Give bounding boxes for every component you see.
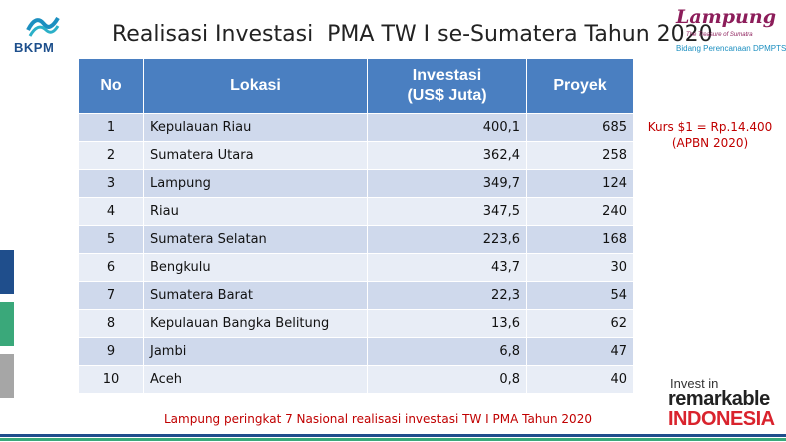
cell-proyek: 62 <box>526 309 634 338</box>
cell-lokasi: Lampung <box>143 169 368 198</box>
cell-proyek: 240 <box>526 197 634 226</box>
cell-investasi: 43,7 <box>367 253 527 282</box>
table-row: 4 Riau 347,5 240 <box>78 197 634 226</box>
exchange-rate-line2: (APBN 2020) <box>671 136 749 150</box>
side-bar-green <box>0 302 14 346</box>
cell-proyek: 40 <box>526 365 634 394</box>
lampung-logo-subtitle: Bidang Perencanaan DPMPTSP <box>676 44 786 53</box>
cell-lokasi: Bengkulu <box>143 253 368 282</box>
ranking-caption: Lampung peringkat 7 Nasional realisasi i… <box>164 412 592 426</box>
cell-lokasi: Sumatera Barat <box>143 281 368 310</box>
cell-no: 4 <box>78 197 144 226</box>
lampung-logo: Lampung The Treasure of Sumatra Bidang P… <box>670 4 786 58</box>
cell-no: 6 <box>78 253 144 282</box>
cell-investasi: 362,4 <box>367 141 527 170</box>
table-header-row: No Lokasi Investasi (US$ Juta) Proyek <box>78 58 634 114</box>
cell-lokasi: Kepulauan Riau <box>143 113 368 142</box>
lampung-logo-word: Lampung <box>676 6 776 28</box>
lampung-logo-tagline: The Treasure of Sumatra <box>686 32 753 38</box>
bottom-stripe-navy <box>0 434 786 437</box>
column-header-investasi-line1: Investasi <box>412 67 482 84</box>
bottom-stripe-green <box>0 438 786 441</box>
cell-proyek: 168 <box>526 225 634 254</box>
brand-line-2: remarkable <box>668 388 770 410</box>
cell-no: 2 <box>78 141 144 170</box>
table-row: 3 Lampung 349,7 124 <box>78 169 634 198</box>
table-row: 2 Sumatera Utara 362,4 258 <box>78 141 634 170</box>
cell-no: 10 <box>78 365 144 394</box>
bkpm-logo-text: BKPM <box>14 40 55 55</box>
cell-investasi: 349,7 <box>367 169 527 198</box>
exchange-rate-note: Kurs $1 = Rp.14.400 (APBN 2020) <box>640 119 780 151</box>
cell-proyek: 685 <box>526 113 634 142</box>
bkpm-wave-icon <box>26 16 60 37</box>
column-header-no: No <box>78 58 144 114</box>
column-header-lokasi: Lokasi <box>143 58 368 114</box>
table-row: 7 Sumatera Barat 22,3 54 <box>78 281 634 310</box>
cell-lokasi: Aceh <box>143 365 368 394</box>
exchange-rate-line1: Kurs $1 = Rp.14.400 <box>647 120 773 134</box>
cell-lokasi: Riau <box>143 197 368 226</box>
cell-proyek: 124 <box>526 169 634 198</box>
cell-investasi: 13,6 <box>367 309 527 338</box>
cell-lokasi: Sumatera Selatan <box>143 225 368 254</box>
table-row: 10 Aceh 0,8 40 <box>78 365 634 394</box>
cell-proyek: 47 <box>526 337 634 366</box>
cell-proyek: 30 <box>526 253 634 282</box>
column-header-investasi-line2: (US$ Juta) <box>407 87 487 104</box>
table-row: 1 Kepulauan Riau 400,1 685 <box>78 113 634 142</box>
cell-lokasi: Jambi <box>143 337 368 366</box>
brand-line-1: Invest in <box>670 376 719 391</box>
table-row: 5 Sumatera Selatan 223,6 168 <box>78 225 634 254</box>
cell-investasi: 223,6 <box>367 225 527 254</box>
cell-no: 7 <box>78 281 144 310</box>
cell-no: 5 <box>78 225 144 254</box>
brand-line-3: INDONESIA <box>668 408 775 430</box>
cell-investasi: 6,8 <box>367 337 527 366</box>
side-bar-gray <box>0 354 14 398</box>
side-bar-navy <box>0 250 14 294</box>
column-header-proyek: Proyek <box>526 58 634 114</box>
investment-table: No Lokasi Investasi (US$ Juta) Proyek 1 … <box>78 58 634 394</box>
cell-investasi: 0,8 <box>367 365 527 394</box>
cell-investasi: 400,1 <box>367 113 527 142</box>
cell-no: 1 <box>78 113 144 142</box>
table-row: 6 Bengkulu 43,7 30 <box>78 253 634 282</box>
cell-investasi: 347,5 <box>367 197 527 226</box>
cell-lokasi: Sumatera Utara <box>143 141 368 170</box>
cell-no: 9 <box>78 337 144 366</box>
cell-proyek: 54 <box>526 281 634 310</box>
table-row: 9 Jambi 6,8 47 <box>78 337 634 366</box>
cell-lokasi: Kepulauan Bangka Belitung <box>143 309 368 338</box>
table-row: 8 Kepulauan Bangka Belitung 13,6 62 <box>78 309 634 338</box>
remarkable-indonesia-logo: Invest in remarkable INDONESIA <box>668 376 780 438</box>
cell-no: 3 <box>78 169 144 198</box>
cell-proyek: 258 <box>526 141 634 170</box>
cell-no: 8 <box>78 309 144 338</box>
cell-investasi: 22,3 <box>367 281 527 310</box>
page-title: Realisasi Investasi PMA TW I se-Sumatera… <box>112 22 713 47</box>
column-header-investasi: Investasi (US$ Juta) <box>367 58 527 114</box>
bkpm-logo: BKPM <box>14 10 74 55</box>
